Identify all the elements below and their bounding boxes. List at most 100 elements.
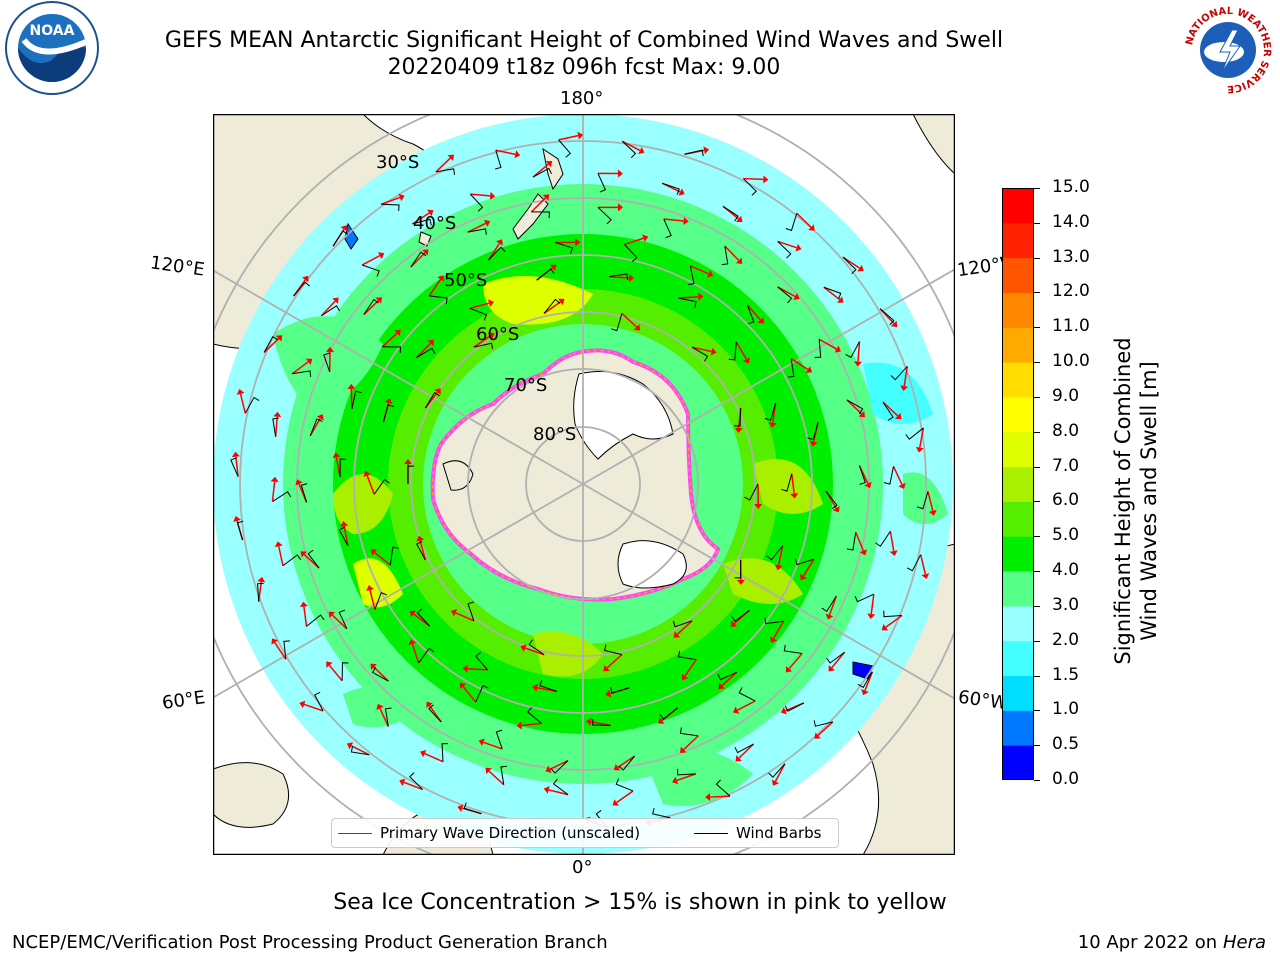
wind-barb — [624, 244, 638, 263]
wave-arrow-head — [678, 188, 685, 196]
legend-label-wave-direction: Primary Wave Direction (unscaled) — [380, 824, 641, 842]
colorbar-segment — [1002, 466, 1034, 502]
wind-barb — [309, 418, 323, 436]
wave-arrow-head — [340, 521, 349, 527]
wave-arrow-shaft — [828, 595, 838, 616]
wave-arrow-shaft — [369, 589, 376, 610]
wind-barb — [807, 422, 819, 441]
wave-arrow-head — [549, 264, 557, 272]
wave-arrow-shaft — [735, 341, 748, 360]
wind-barb — [410, 251, 427, 268]
colorbar-tick-mark — [1034, 327, 1040, 329]
wave-arrow-head — [638, 146, 645, 154]
wind-barb — [332, 230, 349, 247]
wind-barb — [495, 729, 503, 750]
wind-barb — [488, 246, 506, 261]
colorbar-segment — [1002, 431, 1034, 468]
wave-arrow-shaft — [857, 341, 861, 362]
wave-arrow-head — [763, 175, 769, 184]
wave-arrow-head — [420, 749, 427, 758]
wind-barb — [350, 745, 370, 756]
wave-arrow-shaft — [802, 558, 815, 577]
wave-arrow-head — [628, 273, 635, 282]
wave-arrow-head — [834, 345, 841, 353]
wave-arrow-head — [375, 297, 382, 304]
wave-arrow-shaft — [343, 525, 349, 546]
wave-arrow-shaft — [467, 667, 488, 671]
wind-barb — [659, 707, 678, 720]
wind-barb — [652, 807, 671, 819]
colorbar-segment — [1002, 536, 1034, 572]
wave-arrow-head — [864, 481, 872, 489]
colorbar-tick-mark — [1034, 605, 1040, 607]
wind-barb — [469, 307, 488, 321]
wind-barb — [684, 149, 704, 157]
wave-arrow-shaft — [467, 222, 487, 233]
wave-arrow-head — [867, 613, 876, 620]
wind-barb — [306, 614, 325, 627]
wave-arrow-shaft — [469, 302, 490, 310]
wave-arrow-head — [832, 506, 840, 513]
lon-label-0: 0° — [572, 857, 593, 878]
wave-arrow-shaft — [558, 134, 579, 141]
wind-barb — [746, 304, 755, 325]
wave-arrow-head — [780, 706, 787, 715]
wave-arrow-shaft — [903, 366, 909, 387]
wave-arrow-shaft — [274, 416, 278, 437]
legend-swatch-black — [694, 832, 728, 834]
wave-arrow-shaft — [263, 338, 280, 353]
wave-arrow-shaft — [291, 361, 309, 375]
wind-barb — [323, 352, 331, 373]
wave-arrow-head — [270, 476, 279, 483]
wave-arrow-shaft — [676, 773, 696, 782]
wave-arrow-head — [376, 703, 384, 711]
wave-arrow-shaft — [882, 401, 899, 417]
wave-arrow-shaft — [885, 614, 903, 628]
wind-barb — [678, 297, 697, 308]
wind-barb — [611, 313, 623, 332]
wave-arrow-head — [302, 275, 309, 283]
noaa-logo: NOAA — [0, 0, 104, 104]
wave-arrow-shaft — [663, 218, 684, 222]
wave-arrow-head — [809, 440, 818, 447]
wave-arrow-head — [273, 411, 282, 418]
map-title: GEFS MEAN Antarctic Significant Height o… — [164, 28, 1004, 53]
wave-arrow-head — [340, 225, 348, 232]
colorbar-label-line2: Wind Waves and Swell [m] — [1137, 361, 1161, 641]
wave-arrow-head — [545, 160, 553, 168]
ice-note: Sea Ice Concentration > 15% is shown in … — [333, 890, 947, 915]
colorbar-tick-mark — [1034, 536, 1040, 538]
wave-arrow-shaft — [419, 540, 427, 561]
wind-barb — [842, 256, 857, 275]
wave-arrow-head — [805, 366, 813, 373]
wave-arrow-shaft — [303, 554, 320, 569]
wave-arrow-head — [542, 194, 550, 201]
wave-arrow-head — [705, 793, 711, 802]
wind-barb — [558, 139, 572, 158]
map-frame — [212, 113, 956, 856]
wave-arrow-shaft — [274, 642, 287, 660]
wind-barb — [469, 193, 484, 212]
wave-arrow-shaft — [462, 686, 477, 703]
wind-barb — [424, 391, 440, 409]
wind-barb — [883, 610, 902, 618]
wave-arrow-head — [800, 573, 807, 581]
colorbar-tick-label: 3.0 — [1052, 594, 1080, 615]
wave-arrow-head — [496, 239, 503, 246]
wind-barb — [906, 554, 922, 572]
colorbar — [1002, 188, 1034, 781]
wind-barb — [618, 755, 636, 771]
wind-barb — [854, 593, 875, 603]
wave-arrow-head — [673, 631, 681, 638]
wave-arrow-shaft — [892, 466, 903, 485]
wave-arrow-head — [698, 292, 704, 301]
wind-barb — [555, 242, 574, 254]
footer-date-text: 10 Apr 2022 on — [1077, 932, 1223, 953]
lat-label-30s: 30°S — [376, 152, 420, 173]
wave-arrow-shaft — [919, 554, 927, 575]
wave-arrow-shaft — [817, 721, 834, 736]
wind-barb — [428, 704, 442, 723]
wave-arrow-shaft — [790, 357, 809, 371]
colorbar-tick-label: 1.0 — [1052, 699, 1080, 720]
wave-arrow-head — [900, 385, 909, 392]
